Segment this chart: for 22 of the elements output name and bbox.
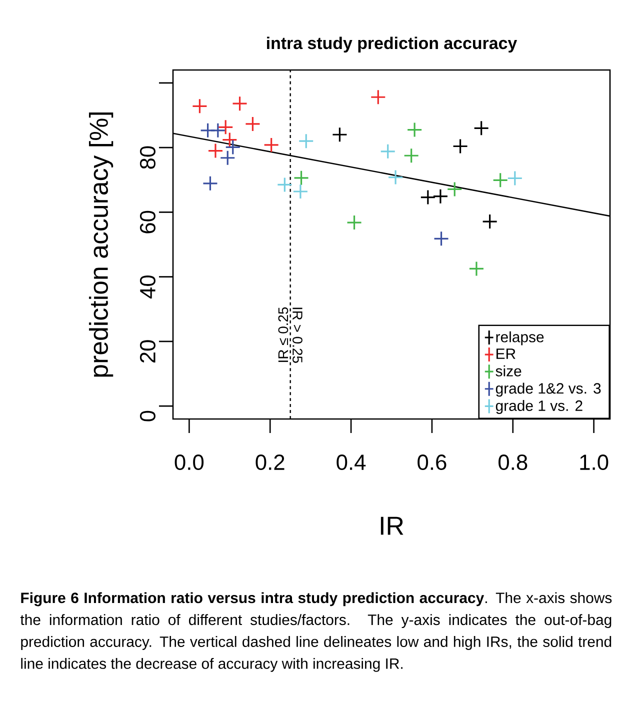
annotation: IR > 0.25 (292, 308, 302, 363)
legend-label: relapse (496, 331, 544, 346)
x-tick-label: 0.0 (174, 454, 204, 470)
x-tick-label: 0.2 (256, 454, 284, 470)
x-tick-label: 1.0 (580, 454, 608, 470)
y-tick-label: 80 (140, 146, 156, 169)
legend-label: size (496, 365, 522, 376)
x-tick-label: 0.8 (498, 454, 528, 470)
y-tick-label: 20 (140, 340, 156, 363)
legend-label: ER (496, 348, 516, 359)
x-tick-label: 0.6 (418, 454, 446, 470)
ref-line-label: IR ≤ 0.25 (278, 307, 288, 362)
y-tick-label: 0 (140, 410, 156, 422)
y-tick-label: 40 (140, 275, 156, 298)
x-axis-title: IR (380, 516, 404, 535)
y-axis-title: prediction accuracy [%] (88, 112, 114, 377)
legend-label: grade 1 vs. 2 (496, 400, 582, 414)
x-tick-label: 0.4 (336, 454, 366, 470)
legend-label: grade 1&2 vs. 3 (496, 382, 601, 397)
y-tick-label: 60 (140, 210, 156, 234)
chart-title: intra study prediction accuracy (267, 36, 518, 52)
text: Figure 6 Information ratio versus intra study prediction accuracy. The x-axis shows the information ratio of different studies/factors. The y-axis indicates the out-of-bag prediction accuracy. The vertical dashed line delineates low and high IRs, the solid trend line indicates the decrease of accuracy with increasing IR. (20, 592, 612, 672)
